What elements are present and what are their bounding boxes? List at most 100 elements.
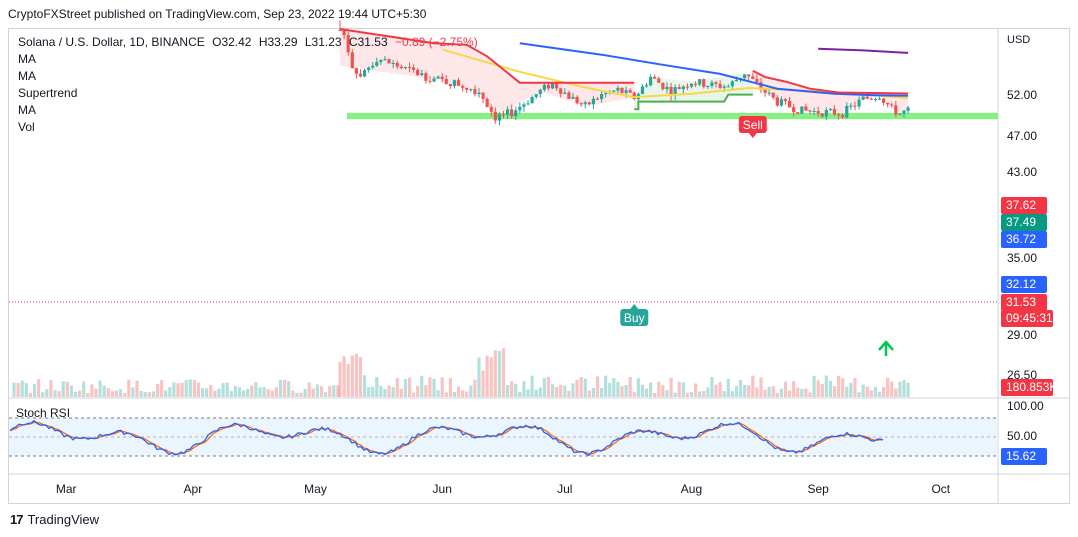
candle-body — [411, 67, 416, 70]
indicator-volume[interactable]: Vol — [18, 120, 35, 134]
candle-body — [877, 98, 882, 100]
supertrend-down-2[interactable] — [752, 69, 909, 95]
candle-body — [342, 30, 346, 36]
candle-body — [620, 87, 624, 93]
indicator-supertrend[interactable]: Supertrend — [18, 86, 78, 100]
volume-bar — [57, 391, 61, 397]
candle-body — [853, 105, 857, 107]
buy-signal-label[interactable]: Buy — [624, 311, 645, 325]
indicator-ma-1[interactable]: MA — [18, 52, 36, 66]
month-tick-label[interactable]: May — [304, 482, 327, 496]
month-tick-label[interactable]: Jun — [433, 482, 452, 496]
price-tag[interactable]: 32.12 — [1001, 276, 1047, 293]
candle-body — [399, 66, 403, 69]
rsi-axis-tick[interactable]: 100.00 — [1007, 399, 1044, 413]
currency-label[interactable]: USD — [1007, 34, 1031, 46]
volume-bar — [489, 357, 493, 397]
supertrend-down-1[interactable] — [339, 28, 635, 84]
candle-body — [861, 96, 865, 100]
volume-bar — [403, 379, 408, 397]
volume-bar — [792, 381, 796, 397]
price-tag[interactable]: 37.62 — [1001, 197, 1047, 214]
price-axis-tick[interactable]: 43.00 — [1007, 165, 1037, 179]
candle-body — [595, 98, 600, 100]
month-tick-label[interactable]: Mar — [56, 482, 77, 496]
volume-bar — [469, 385, 473, 397]
price-axis-tick[interactable]: 52.00 — [1007, 88, 1037, 102]
price-axis-tick[interactable]: 29.00 — [1007, 328, 1037, 342]
candle-body — [489, 106, 493, 112]
sell-signal-label[interactable]: Sell — [743, 118, 763, 132]
volume-bar — [131, 387, 135, 397]
candle-body — [624, 90, 628, 93]
volume-bar — [53, 390, 57, 397]
candle-body — [546, 84, 551, 89]
candle-body — [530, 97, 534, 104]
candle-body — [371, 65, 375, 68]
buy-signal-box[interactable] — [620, 309, 649, 326]
candle-body — [792, 107, 796, 113]
moving-average-2[interactable] — [519, 42, 909, 97]
moving-average-3[interactable] — [818, 47, 909, 54]
volume-bar — [526, 389, 530, 397]
candle-body — [501, 114, 506, 116]
candle-body — [706, 85, 710, 87]
price-tag[interactable]: 31.53 — [1001, 294, 1047, 311]
month-tick-label[interactable]: Aug — [681, 482, 702, 496]
candle-body — [804, 106, 808, 111]
candle-body — [563, 92, 567, 94]
volume-bar — [661, 385, 665, 397]
indicator-ma-2[interactable]: MA — [18, 69, 36, 83]
volume-bar — [481, 370, 485, 397]
volume-bar — [759, 377, 763, 397]
price-tag[interactable]: 36.72 — [1001, 231, 1047, 248]
volume-bar — [246, 388, 250, 397]
volume-bar — [452, 392, 457, 397]
candle-body — [448, 83, 452, 87]
rsi-axis-tick[interactable]: 50.00 — [1007, 429, 1037, 443]
stoch-rsi-d-line[interactable] — [9, 421, 884, 455]
month-tick-label[interactable]: Oct — [931, 482, 950, 496]
volume-bar — [324, 392, 328, 397]
stoch-rsi-k-line[interactable] — [9, 419, 884, 457]
support-zone — [347, 112, 998, 120]
candle-body — [436, 76, 440, 79]
candle-body — [391, 62, 395, 64]
volume-bar — [32, 384, 37, 397]
candle-body — [824, 110, 828, 117]
volume-bar — [473, 379, 477, 397]
candle-body — [612, 90, 616, 92]
volume-bar — [628, 377, 632, 397]
volume-bar — [184, 379, 188, 397]
price-tag[interactable]: 37.49 — [1001, 214, 1047, 231]
price-axis-tick[interactable]: 35.00 — [1007, 251, 1037, 265]
tradingview-brand[interactable]: 17 TradingView — [10, 512, 99, 527]
candle-body — [604, 93, 608, 95]
price-axis-tick[interactable]: 47.00 — [1007, 129, 1037, 143]
stoch-rsi-title[interactable]: Stoch RSI — [16, 406, 71, 420]
volume-bar — [653, 392, 657, 397]
month-tick-label[interactable]: Sep — [808, 482, 830, 496]
price-tag[interactable]: 180.853K — [1001, 379, 1057, 396]
candle-body — [702, 79, 706, 87]
volume-bar — [804, 388, 808, 397]
indicator-ma-3[interactable]: MA — [18, 103, 36, 117]
volume-bar — [877, 391, 882, 397]
candle-body — [591, 98, 596, 105]
volume-bar — [395, 377, 399, 397]
price-tag[interactable]: 09:45:31 — [1001, 310, 1053, 327]
month-tick-label[interactable]: Jul — [557, 482, 572, 496]
sell-signal-box[interactable] — [738, 116, 767, 133]
candle-body — [567, 92, 571, 99]
chart-frame[interactable] — [8, 28, 1070, 504]
price-axis-tick[interactable]: 26.50 — [1007, 368, 1037, 382]
volume-bar — [387, 385, 391, 397]
price-tag[interactable]: 15.62 — [1001, 448, 1047, 465]
month-tick-label[interactable]: Apr — [184, 482, 203, 496]
candle-body — [354, 68, 358, 74]
volume-bar — [493, 350, 497, 397]
candle-body — [456, 80, 461, 86]
supertrend-up[interactable] — [634, 93, 753, 111]
volume-bar — [176, 383, 180, 397]
